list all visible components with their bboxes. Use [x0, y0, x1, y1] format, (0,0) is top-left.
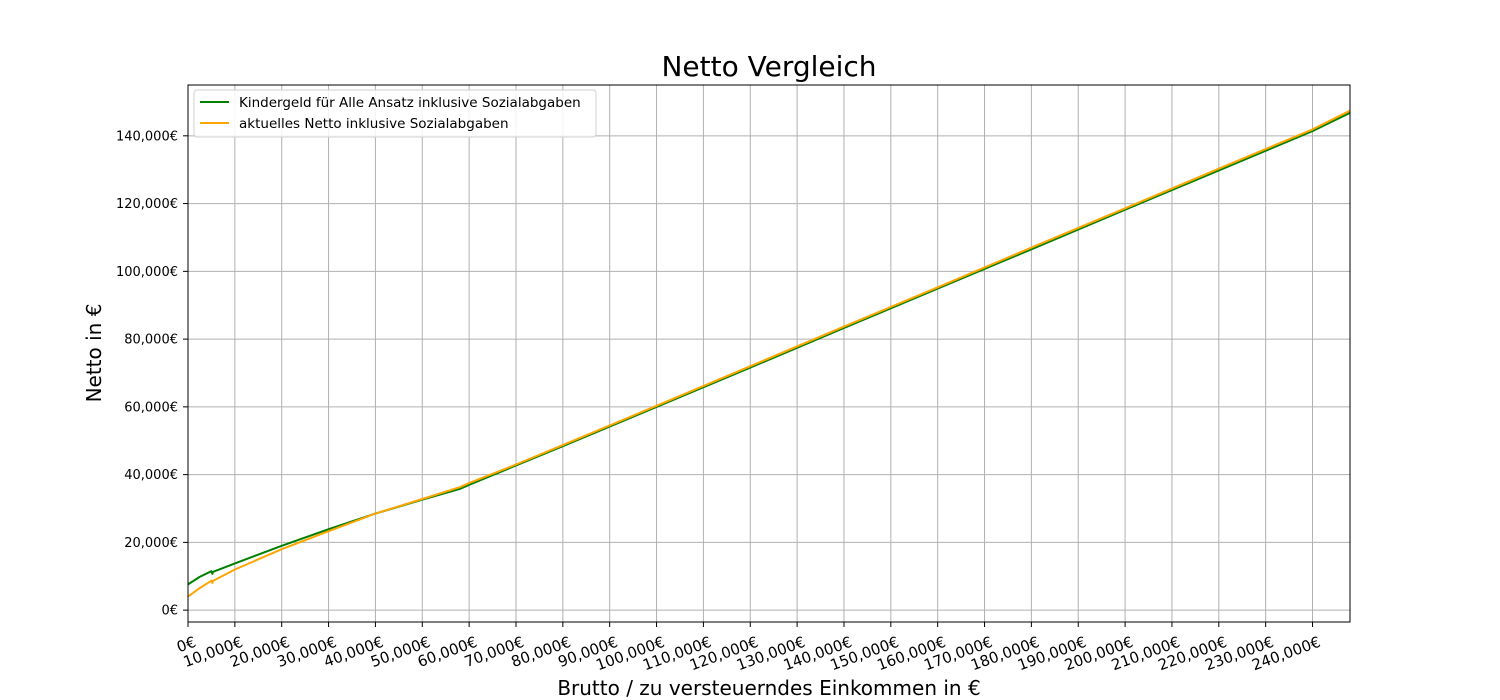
legend-label-aktuelles-netto: aktuelles Netto inklusive Sozialabgaben: [239, 116, 509, 132]
series-line-kindergeld: [187, 111, 1351, 586]
x-tick-label: 0€: [174, 633, 198, 656]
y-axis-ticks: 0€ 20,000€ 40,000€ 60,000€ 80,000€ 100,000€ 12…: [116, 129, 188, 619]
x-axis-label: Brutto / zu versteuerndes Einkommen in €: [557, 676, 980, 700]
y-tick-label: 80,000€: [124, 333, 178, 348]
grid: [187, 85, 1350, 622]
y-tick-label: 60,000€: [124, 400, 178, 415]
x-axis-ticks: 0€10,000€20,000€30,000€40,000€50,000€60,…: [174, 622, 1323, 674]
y-tick-label: 120,000€: [116, 197, 178, 212]
legend-box: [193, 89, 597, 138]
series-line-aktuelles-netto: [187, 109, 1351, 598]
y-tick-label: 20,000€: [124, 536, 178, 551]
series-layer: [187, 109, 1351, 598]
y-tick-label: 0€: [161, 604, 178, 619]
y-tick-label: 140,000€: [116, 129, 178, 144]
chart-title: Netto Vergleich: [661, 50, 876, 83]
y-tick-label: 40,000€: [124, 468, 178, 483]
plot-frame: [187, 84, 1351, 623]
y-axis-label: Netto in €: [82, 304, 106, 403]
legend-label-kindergeld: Kindergeld für Alle Ansatz inklusive Soz…: [239, 95, 581, 111]
legend: Kindergeld für Alle Ansatz inklusive Soz…: [193, 89, 597, 138]
y-tick-label: 100,000€: [116, 265, 178, 280]
